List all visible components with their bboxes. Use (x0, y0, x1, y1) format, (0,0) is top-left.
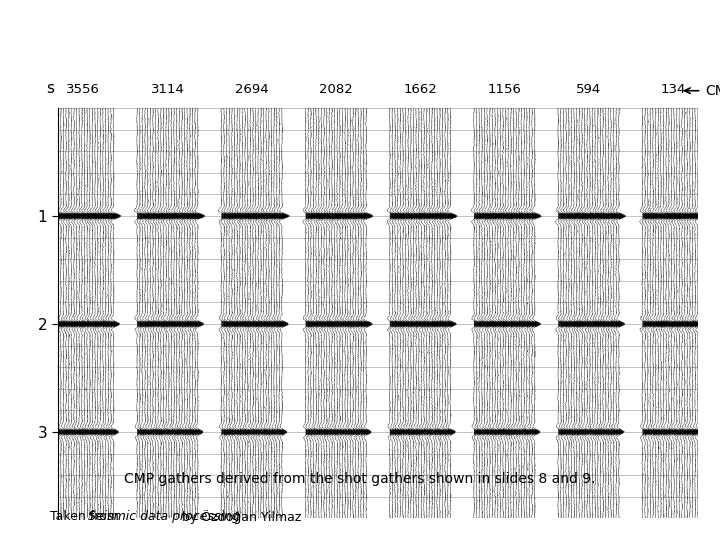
Text: 2082: 2082 (319, 83, 353, 96)
Text: Taken from: Taken from (50, 510, 123, 523)
Text: 2694: 2694 (235, 83, 269, 96)
Text: CMP gathers derived from the shot gathers shown in slides 8 and 9.: CMP gathers derived from the shot gather… (125, 472, 595, 487)
Text: 1662: 1662 (403, 83, 437, 96)
Text: 594: 594 (576, 83, 601, 96)
Text: 3114: 3114 (150, 83, 184, 96)
Text: 134: 134 (660, 83, 685, 96)
Text: by Özdoğan Yilmaz: by Özdoğan Yilmaz (178, 510, 301, 524)
Text: Seismic data processing: Seismic data processing (88, 510, 240, 523)
Text: CMP: CMP (705, 84, 720, 98)
Text: 1156: 1156 (487, 83, 521, 96)
Text: 3556: 3556 (66, 83, 100, 96)
Text: s: s (46, 81, 54, 96)
